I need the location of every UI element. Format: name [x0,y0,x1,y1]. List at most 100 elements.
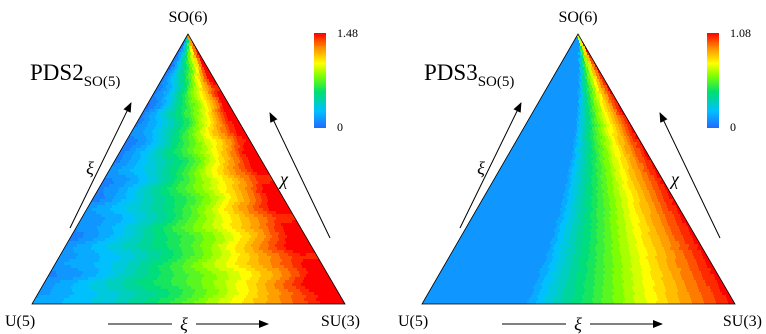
heatmap-cell [99,211,103,215]
heatmap-cell [236,286,240,290]
heatmap-cell [131,214,135,218]
heatmap-cell [266,301,270,304]
heatmap-cell [183,61,187,65]
heatmap-cell [111,202,115,206]
heatmap-cell [161,151,165,155]
heatmap-cell [175,256,179,260]
heatmap-cell [203,88,207,92]
heatmap-cell [239,130,243,134]
heatmap-cell [51,274,55,278]
heatmap-cell [116,208,120,212]
heatmap-cell [186,232,190,236]
heatmap-cell [161,301,165,304]
heatmap-cell [152,172,156,176]
heatmap-cell [232,127,236,131]
heatmap-cell [135,253,139,257]
heatmap-cell [142,163,146,167]
heatmap-cell [136,169,140,173]
heatmap-cell [585,40,589,44]
heatmap-cell [175,112,179,116]
heatmap-cell [223,205,227,209]
heatmap-cell [262,298,266,302]
heatmap-cell [193,247,197,251]
heatmap-cell [237,211,241,215]
heatmap-cell [129,181,133,185]
heatmap-cell [255,280,259,284]
heatmap-cell [174,211,178,215]
heatmap-cell [62,301,66,304]
heatmap-cell [217,205,221,209]
heatmap-cell [169,184,173,188]
heatmap-cell [220,163,224,167]
heatmap-cell [121,241,125,245]
heatmap-cell [135,289,139,293]
heatmap-cell [141,124,145,128]
heatmap-cell [100,283,104,287]
heatmap-cell [210,139,214,143]
heatmap-cell [155,193,159,197]
heatmap-cell [193,91,197,95]
heatmap-cell [165,202,169,206]
heatmap-cell [261,232,265,236]
heatmap-cell [219,202,223,206]
heatmap-cell [56,286,60,290]
heatmap-cell [158,157,162,161]
heatmap-cell [162,280,166,284]
heatmap-cell [202,190,206,194]
heatmap-cell [292,241,296,245]
heatmap-cell [205,91,209,95]
heatmap-cell [124,256,128,260]
heatmap-cell [244,184,248,188]
heatmap-cell [226,148,230,152]
heatmap-cell [79,277,83,281]
heatmap-cell [231,103,235,107]
heatmap-cell [230,214,234,218]
heatmap-cell [36,295,40,299]
heatmap-cell [111,196,115,200]
heatmap-cell [173,187,177,191]
heatmap-cell [309,268,313,272]
heatmap-cell [228,238,232,242]
heatmap-cell [114,232,118,236]
heatmap-cell [307,262,311,266]
heatmap-cell [214,220,218,224]
heatmap-cell [245,166,249,170]
heatmap-cell [189,118,193,122]
heatmap-cell [84,268,88,272]
heatmap-cell [193,190,197,194]
heatmap-cell [208,148,212,152]
heatmap-cell [174,139,178,143]
heatmap-cell [69,259,73,263]
heatmap-cell [103,283,107,287]
heatmap-cell [108,274,112,278]
heatmap-cell [200,229,204,233]
heatmap-cell [186,145,190,149]
heatmap-cell [182,292,186,296]
heatmap-cell [256,283,260,287]
heatmap-cell [152,244,156,248]
heatmap-cell [302,271,306,275]
heatmap-cell [202,220,206,224]
heatmap-cell [210,238,214,242]
heatmap-cell [248,172,252,176]
heatmap-cell [137,265,141,269]
heatmap-cell [211,226,215,230]
heatmap-cell [167,109,171,113]
heatmap-cell [302,244,306,248]
heatmap-cell [153,253,157,257]
heatmap-cell [159,253,163,257]
heatmap-cell [196,169,200,173]
heatmap-cell [291,217,295,221]
heatmap-cell [146,244,150,248]
heatmap-cell [136,262,140,266]
heatmap-cell [138,253,142,257]
heatmap-cell [101,244,105,248]
heatmap-cell [168,97,172,101]
heatmap-cell [272,265,276,269]
heatmap-cell [117,259,121,263]
heatmap-cell [163,277,167,281]
heatmap-cell [220,85,224,89]
heatmap-cell [154,190,158,194]
heatmap-cell [119,235,123,239]
heatmap-cell [56,265,60,269]
